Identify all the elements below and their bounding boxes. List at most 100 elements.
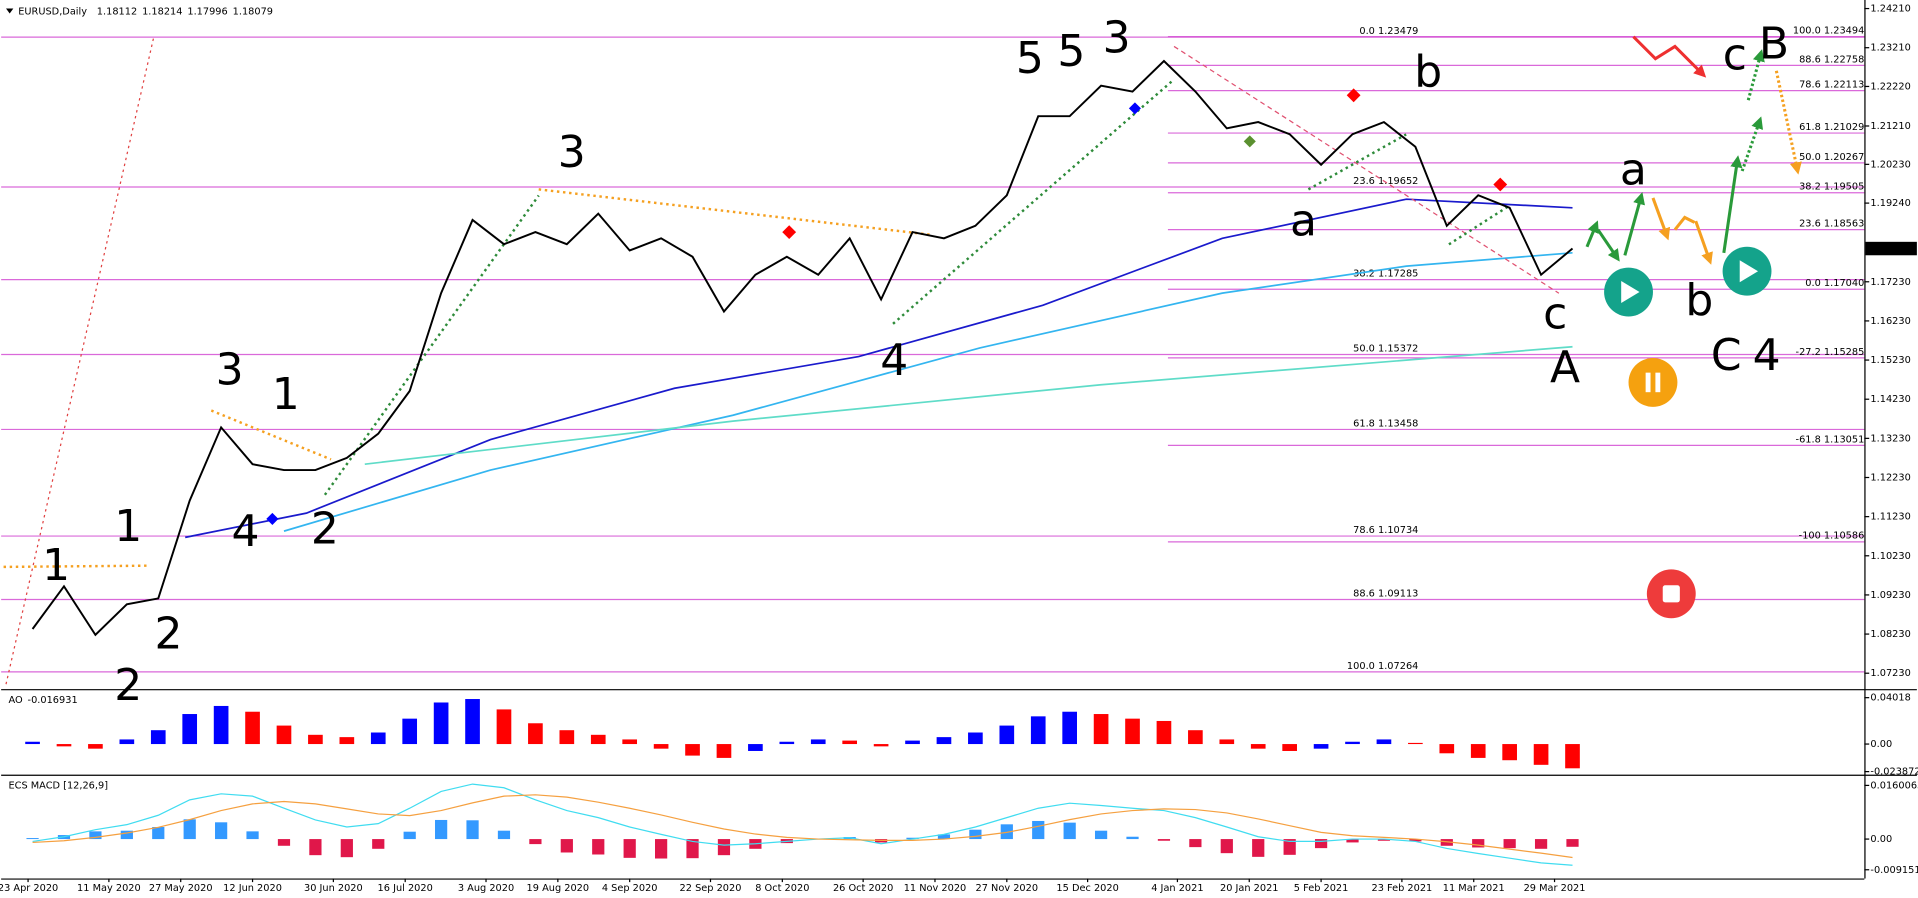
ao-bar [1062, 711, 1077, 745]
wave-label: 4 [231, 506, 259, 557]
ao-bar [1093, 714, 1109, 745]
trendline [538, 188, 930, 236]
y-tick-label: 0.04018 [1870, 693, 1910, 704]
x-tick-label: 5 Feb 2021 [1294, 883, 1349, 894]
y-tick-label: 0.00 [1870, 834, 1892, 845]
ao-bar [1408, 742, 1423, 745]
ao-bar [1156, 720, 1172, 745]
y-tick-label: 1.19240 [1870, 198, 1910, 209]
x-tick-label: 30 Jun 2020 [304, 883, 363, 894]
wave-label: 5 [1016, 33, 1044, 84]
trendline [323, 194, 540, 496]
x-tick-label: 23 Apr 2020 [0, 883, 58, 894]
wave-label: c [1543, 288, 1567, 339]
x-tick-label: 29 Mar 2021 [1524, 883, 1586, 894]
ao-bar [1470, 744, 1486, 758]
fib-label: 23.6 1.19652 [1353, 176, 1418, 187]
wave-label: a [1620, 144, 1647, 195]
y-tick-label: 0.00 [1870, 739, 1892, 750]
ao-bar [842, 740, 858, 745]
y-tick-label: -0.009151 [1870, 865, 1918, 876]
ao-bar [1282, 744, 1297, 751]
macd-histogram-bar [1534, 839, 1548, 849]
macd-histogram-bar [152, 827, 165, 840]
symbol: EURUSD,Daily [18, 7, 87, 18]
x-tick-label: 11 Mar 2021 [1443, 883, 1505, 894]
ao-bar [1030, 716, 1046, 745]
fib-label: 61.8 1.21029 [1799, 122, 1864, 133]
wave-label: b [1414, 47, 1442, 98]
ao-bar [433, 702, 449, 745]
ao-bar [590, 734, 606, 745]
x-tick-label: 23 Feb 2021 [1372, 883, 1433, 894]
macd-histogram-bar [1032, 820, 1045, 840]
macd-histogram-bar [246, 831, 259, 840]
y-tick-label: 1.07230 [1870, 668, 1910, 679]
x-tick-label: 12 Jun 2020 [223, 883, 282, 894]
macd-line [32, 783, 1573, 866]
fib-label: -27.2 1.15285 [1796, 347, 1865, 358]
fib-label: 100.0 1.23494 [1793, 25, 1864, 36]
y-tick-label: 1.24210 [1870, 4, 1910, 15]
fib-label: 23.6 1.18563 [1799, 218, 1864, 229]
ao-bar [88, 744, 103, 749]
wave-label: 1 [42, 540, 70, 591]
macd-histogram-bar [1157, 839, 1171, 841]
x-tick-label: 16 Jul 2020 [378, 883, 433, 894]
macd-histogram-bar [1063, 822, 1076, 840]
projection-arrows [1585, 35, 1802, 265]
trendline [5, 36, 155, 685]
menu-arrow [6, 8, 14, 14]
current-price-label: 1.18079 [1869, 244, 1909, 255]
macd-histogram-bar [560, 839, 573, 853]
high: 1.18214 [142, 7, 182, 18]
trendline [1173, 45, 1560, 294]
macd-histogram-bar [686, 839, 699, 859]
fib-label: 78.6 1.10734 [1353, 525, 1418, 536]
ao-bar [119, 739, 135, 745]
arrow [1623, 192, 1646, 256]
macd-histogram-bar [1503, 839, 1516, 849]
x-tick-label: 19 Aug 2020 [527, 883, 590, 894]
arrow [1585, 220, 1599, 248]
ao-bar [1345, 741, 1360, 745]
fib-label: -100 1.10586 [1799, 531, 1865, 542]
ao-bar [402, 718, 418, 745]
ao-bar [213, 705, 229, 745]
frame [1, 0, 1917, 880]
y-tick-label: 1.12230 [1870, 472, 1910, 483]
ao-bar [56, 744, 72, 747]
ao-bar [1219, 739, 1235, 745]
macd-histogram-bar [1440, 839, 1453, 846]
macd-histogram-bar [1377, 839, 1391, 841]
macd-histogram-bar [623, 839, 636, 858]
wave-label: c [1723, 29, 1747, 80]
wave-label: b [1685, 275, 1713, 326]
y-tick-label: 1.14230 [1870, 394, 1910, 405]
moving-average [283, 251, 1573, 532]
icons [1604, 246, 1772, 619]
x-tick-label: 4 Sep 2020 [602, 883, 658, 894]
macd-histogram-bar [1314, 839, 1328, 849]
ao-bar [308, 734, 323, 745]
macd-histogram-bar [937, 834, 951, 840]
macd-histogram-bar [1220, 839, 1233, 854]
wave-label: 3 [216, 345, 244, 396]
ao-bar [1439, 744, 1455, 754]
ao-bar [339, 737, 355, 745]
macd-histogram-bar [466, 820, 479, 840]
moving-average [185, 198, 1573, 539]
marker [1128, 102, 1141, 115]
y-tick-label: 1.13230 [1870, 433, 1910, 444]
moving-average [364, 345, 1573, 466]
close: 1.18079 [233, 7, 273, 18]
ao-bar [370, 732, 386, 745]
arrow [1651, 197, 1671, 241]
ao-bar [1565, 744, 1580, 769]
fib-label: 50.0 1.15372 [1353, 343, 1418, 354]
macd-histogram-bar [717, 839, 731, 856]
price-line [31, 59, 1574, 637]
trendline [892, 78, 1175, 325]
